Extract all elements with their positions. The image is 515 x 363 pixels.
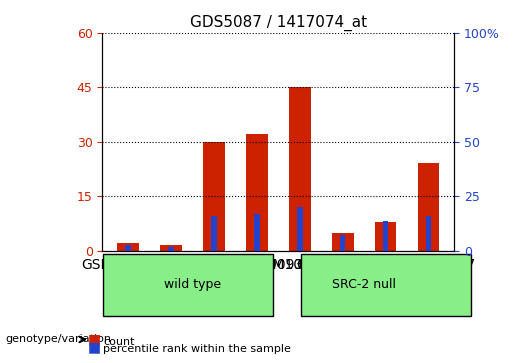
Bar — [332, 233, 353, 251]
Text: count: count — [103, 337, 134, 347]
Bar — [126, 245, 131, 251]
Bar — [297, 207, 302, 251]
Bar — [211, 216, 217, 251]
Bar — [418, 163, 439, 251]
Text: SRC-2 null: SRC-2 null — [332, 278, 396, 291]
Bar — [168, 247, 174, 251]
Title: GDS5087 / 1417074_at: GDS5087 / 1417074_at — [190, 15, 367, 31]
Bar — [383, 221, 388, 251]
Bar — [289, 87, 311, 251]
Bar — [246, 134, 268, 251]
Text: ■: ■ — [88, 340, 100, 354]
Text: genotype/variation: genotype/variation — [5, 334, 111, 344]
Bar — [426, 216, 432, 251]
Bar — [301, 254, 471, 315]
Bar — [375, 222, 397, 251]
Bar — [103, 254, 273, 315]
Text: wild type: wild type — [164, 278, 221, 291]
Bar — [254, 214, 260, 251]
Text: percentile rank within the sample: percentile rank within the sample — [103, 344, 291, 354]
Bar — [117, 244, 139, 251]
Bar — [160, 245, 182, 251]
Bar — [203, 142, 225, 251]
Text: ■: ■ — [88, 333, 100, 347]
Bar — [340, 236, 346, 251]
